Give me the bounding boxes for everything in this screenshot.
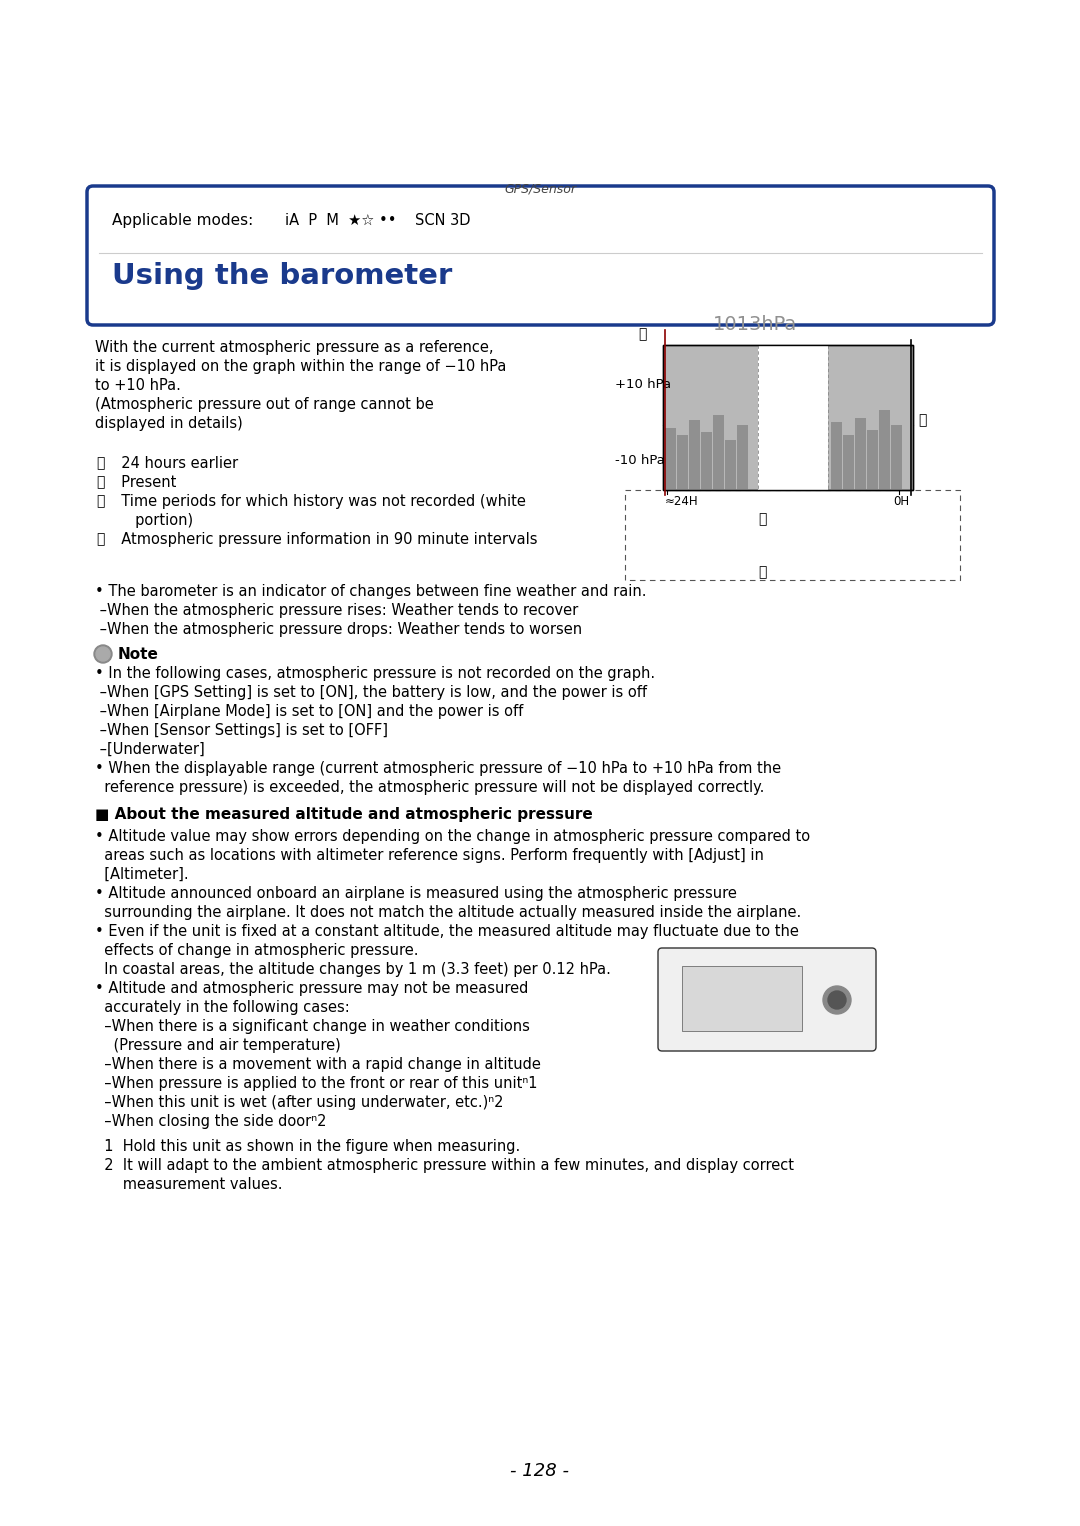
Text: Ⓒ: Ⓒ [758,513,767,526]
Bar [665,427,676,490]
Bar [867,430,878,490]
Bar [737,426,748,490]
Text: ■ About the measured altitude and atmospheric pressure: ■ About the measured altitude and atmosp… [95,807,593,823]
Text: [Altimeter].: [Altimeter]. [95,867,189,882]
Text: surrounding the airplane. It does not match the altitude actually measured insid: surrounding the airplane. It does not ma… [95,905,801,920]
Text: –When there is a significant change in weather conditions: –When there is a significant change in w… [95,1019,530,1035]
Bar [713,415,724,490]
Text: - 128 -: - 128 - [511,1462,569,1480]
Bar [689,420,700,490]
Text: • Altitude value may show errors depending on the change in atmospheric pressure: • Altitude value may show errors dependi… [95,829,810,844]
Text: Note: Note [118,647,159,662]
Bar [758,345,828,490]
Text: portion): portion) [112,513,193,528]
Text: –When the atmospheric pressure drops: Weather tends to worsen: –When the atmospheric pressure drops: We… [95,623,582,636]
Text: –When [Airplane Mode] is set to [ON] and the power is off: –When [Airplane Mode] is set to [ON] and… [95,703,523,719]
Text: 1  Hold this unit as shown in the figure when measuring.: 1 Hold this unit as shown in the figure … [95,1138,521,1154]
Text: –When pressure is applied to the front or rear of this unitⁿ1: –When pressure is applied to the front o… [95,1076,538,1091]
Text: (Pressure and air temperature): (Pressure and air temperature) [95,1038,341,1053]
Bar [843,435,854,490]
Text: ≈24H: ≈24H [665,494,699,508]
Text: Ⓓ: Ⓓ [96,533,105,546]
Bar [725,439,735,490]
Text: it is displayed on the graph within the range of −10 hPa: it is displayed on the graph within the … [95,359,507,374]
Text: –When closing the side doorⁿ2: –When closing the side doorⁿ2 [95,1114,326,1129]
Text: Atmospheric pressure information in 90 minute intervals: Atmospheric pressure information in 90 m… [112,533,538,546]
Text: areas such as locations with altimeter reference signs. Perform frequently with : areas such as locations with altimeter r… [95,848,764,864]
Text: Using the barometer: Using the barometer [112,262,453,290]
Text: • Altitude announced onboard an airplane is measured using the atmospheric press: • Altitude announced onboard an airplane… [95,887,737,900]
Text: 0H: 0H [893,494,909,508]
Bar [855,418,866,490]
Text: • The barometer is an indicator of changes between fine weather and rain.: • The barometer is an indicator of chang… [95,584,647,600]
Circle shape [94,645,112,662]
Text: 1013hPa: 1013hPa [713,314,797,334]
Text: Applicable modes:: Applicable modes: [112,214,253,227]
Text: With the current atmospheric pressure as a reference,: With the current atmospheric pressure as… [95,340,494,356]
Text: Ⓐ: Ⓐ [96,456,105,470]
Text: –When [Sensor Settings] is set to [OFF]: –When [Sensor Settings] is set to [OFF] [95,723,388,739]
Text: • In the following cases, atmospheric pressure is not recorded on the graph.: • In the following cases, atmospheric pr… [95,665,656,681]
Text: 2  It will adapt to the ambient atmospheric pressure within a few minutes, and d: 2 It will adapt to the ambient atmospher… [95,1158,794,1173]
Text: Ⓑ: Ⓑ [96,475,105,488]
Text: to +10 hPa.: to +10 hPa. [95,378,180,394]
FancyBboxPatch shape [658,948,876,1051]
Circle shape [96,647,110,661]
Text: reference pressure) is exceeded, the atmospheric pressure will not be displayed : reference pressure) is exceeded, the atm… [95,780,765,795]
Text: effects of change in atmospheric pressure.: effects of change in atmospheric pressur… [95,943,419,958]
Circle shape [823,986,851,1013]
Bar [891,426,902,490]
Text: measurement values.: measurement values. [95,1177,283,1192]
Bar [681,966,802,1032]
Text: 24 hours earlier: 24 hours earlier [112,456,238,472]
Text: displayed in details): displayed in details) [95,417,243,430]
Bar [663,345,913,490]
Text: In coastal areas, the altitude changes by 1 m (3.3 feet) per 0.12 hPa.: In coastal areas, the altitude changes b… [95,961,611,977]
Text: –When there is a movement with a rapid change in altitude: –When there is a movement with a rapid c… [95,1058,541,1071]
Text: Ⓑ: Ⓑ [918,412,927,427]
Text: –When [GPS Setting] is set to [ON], the battery is low, and the power is off: –When [GPS Setting] is set to [ON], the … [95,685,647,700]
Text: Present: Present [112,475,176,490]
FancyBboxPatch shape [87,186,994,325]
Text: • Altitude and atmospheric pressure may not be measured: • Altitude and atmospheric pressure may … [95,981,528,996]
Text: • When the displayable range (current atmospheric pressure of −10 hPa to +10 hPa: • When the displayable range (current at… [95,761,781,777]
Text: –When the atmospheric pressure rises: Weather tends to recover: –When the atmospheric pressure rises: We… [95,603,578,618]
Circle shape [828,990,846,1009]
Bar [663,345,913,490]
Text: accurately in the following cases:: accurately in the following cases: [95,1000,350,1015]
Text: Ⓒ: Ⓒ [96,494,105,508]
Bar [831,423,842,490]
Bar [879,410,890,490]
Text: GPS/Sensor: GPS/Sensor [504,182,576,195]
Text: Time periods for which history was not recorded (white: Time periods for which history was not r… [112,494,526,510]
Text: Ⓐ: Ⓐ [638,327,646,340]
Text: -10 hPa: -10 hPa [615,453,665,467]
Bar [701,432,712,490]
Text: –[Underwater]: –[Underwater] [95,742,205,757]
Text: +10 hPa: +10 hPa [615,378,671,391]
Text: • Even if the unit is fixed at a constant altitude, the measured altitude may fl: • Even if the unit is fixed at a constan… [95,925,799,938]
Text: –When this unit is wet (after using underwater, etc.)ⁿ2: –When this unit is wet (after using unde… [95,1096,503,1109]
Text: iA  P  M  ★☆ ••    SCN 3D: iA P M ★☆ •• SCN 3D [285,214,471,227]
Bar [677,435,688,490]
Text: Ⓓ: Ⓓ [758,565,767,578]
Text: (Atmospheric pressure out of range cannot be: (Atmospheric pressure out of range canno… [95,397,434,412]
